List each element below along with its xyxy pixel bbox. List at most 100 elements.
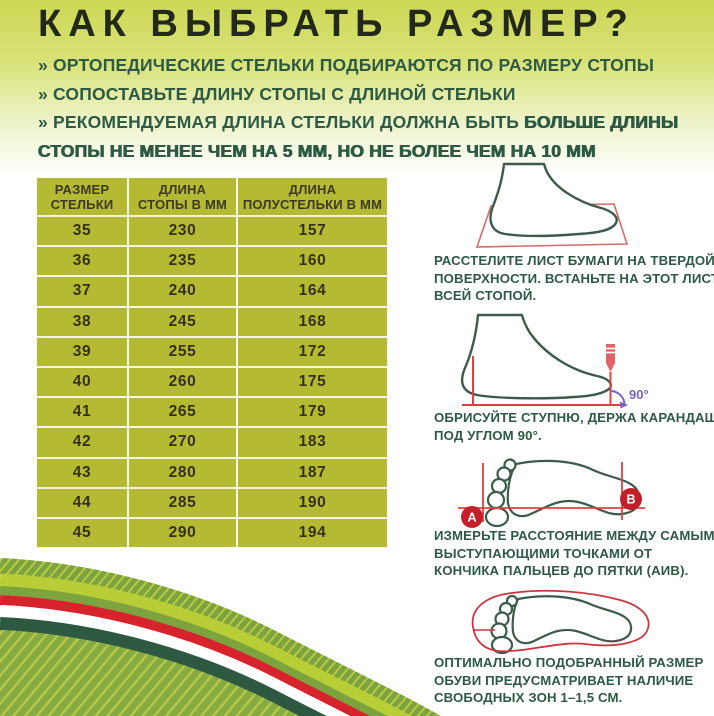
- table-header-row: РАЗМЕР СТЕЛЬКИ ДЛИНА СТОПЫ В ММ ДЛИНА ПО…: [36, 177, 388, 217]
- header-gradient-background: [0, 0, 714, 175]
- table-header-insole-size: РАЗМЕР СТЕЛЬКИ: [36, 177, 129, 217]
- table-row: 40 260 175: [36, 365, 388, 399]
- table-cell: 187: [236, 456, 388, 489]
- instruction-bullet: СТОПЫ НЕ МЕНЕЕ ЧЕМ НА 5 ММ, НО НЕ БОЛЕЕ …: [38, 140, 596, 161]
- bullet3-normal-part: » РЕКОМЕНДУЕМАЯ ДЛИНА СТЕЛЬКИ ДОЛЖНА БЫТ…: [38, 112, 525, 133]
- table-cell: 285: [127, 486, 238, 519]
- table-cell: 245: [127, 305, 238, 338]
- wave-band-dark-green: [0, 617, 327, 716]
- table-cell: 172: [236, 335, 388, 368]
- paper-sheet-icon: [475, 203, 629, 248]
- table-cell: 36: [36, 245, 129, 278]
- caption-line: КОНЧИКА ПАЛЬЦЕВ ДО ПЯТКИ (АИВ).: [434, 563, 689, 579]
- instruction-bullet: » СОПОСТАВЬТЕ ДЛИНУ СТОПЫ С ДЛИНОЙ СТЕЛЬ…: [38, 83, 516, 104]
- wave-band-red: [0, 595, 371, 716]
- marker-b: В: [620, 488, 642, 510]
- instruction-bullets: » ОРТОПЕДИЧЕСКИЕ СТЕЛЬКИ ПОДБИРАЮТСЯ ПО …: [38, 51, 678, 165]
- table-cell: 175: [236, 365, 388, 399]
- wave-band-green-hatched: [0, 558, 441, 716]
- table-row: 41 265 179: [36, 396, 388, 429]
- table-cell: 168: [236, 305, 388, 338]
- decorative-waves: [0, 548, 442, 716]
- table-row: 36 235 160: [36, 245, 388, 278]
- foot-side-icon: [461, 313, 612, 400]
- svg-text:В: В: [626, 493, 635, 507]
- table-cell: 42: [36, 426, 129, 459]
- step-caption: ОПТИМАЛЬНО ПОДОБРАННЫЙ РАЗМЕР ОБУВИ ПРЕД…: [434, 654, 703, 707]
- table-row: 42 270 183: [36, 426, 388, 459]
- table-cell: 179: [236, 396, 388, 429]
- marker-a: А: [461, 506, 483, 528]
- footprint-icon: [490, 594, 633, 655]
- caption-line: ОБУВИ ПРЕДУСМАТРИВАЕТ НАЛИЧИЕ: [434, 672, 694, 688]
- page-title: КАК ВЫБРАТЬ РАЗМЕР?: [38, 3, 635, 45]
- wave-band-white: [0, 605, 351, 716]
- table-row: 35 230 157: [36, 214, 388, 248]
- table-row: 38 245 168: [36, 305, 388, 338]
- caption-line: ПОВЕРХНОСТИ. ВСТАНЬТЕ НА ЭТОТ ЛИСТ: [434, 270, 714, 286]
- angle-arc-arrow: [620, 401, 628, 409]
- size-table-body: 35 230 157 36 235 160 37 240 164 38 245 168 39 255 172…: [36, 214, 388, 549]
- caption-line: СВОБОДНЫХ ЗОН 1–1,5 СМ.: [434, 690, 623, 706]
- table-cell: 39: [36, 335, 129, 368]
- table-cell: 37: [36, 275, 129, 308]
- figure-insole-fit: [450, 585, 705, 663]
- table-header-half-insole-length: ДЛИНА ПОЛУСТЕЛЬКИ В ММ: [236, 177, 388, 217]
- table-row: 43 280 187: [36, 456, 388, 489]
- table-cell: 35: [36, 214, 129, 248]
- table-row: 44 285 190: [36, 486, 388, 519]
- figure-trace-foot: 90°: [452, 306, 705, 418]
- caption-line: ИЗМЕРЬТЕ РАССТОЯНИЕ МЕЖДУ САМЫМИ: [434, 528, 714, 543]
- table-row: 45 290 194: [36, 516, 388, 549]
- table-cell: 240: [127, 275, 238, 308]
- instruction-bullet: » ОРТОПЕДИЧЕСКИЕ СТЕЛЬКИ ПОДБИРАЮТСЯ ПО …: [38, 55, 655, 75]
- pencil-icon: [606, 344, 615, 372]
- angle-arc-icon: [610, 390, 626, 406]
- table-cell: 44: [36, 486, 129, 519]
- footprint-icon: [484, 458, 641, 528]
- table-cell: 183: [236, 426, 388, 459]
- table-cell: 290: [127, 516, 238, 549]
- caption-line: ПОД УГЛОМ 90°.: [434, 427, 542, 443]
- step-caption: РАССТЕЛИТЕ ЛИСТ БУМАГИ НА ТВЕРДОЙ ПОВЕРХ…: [434, 252, 714, 305]
- caption-line: ОБРИСУЙТЕ СТУПНЮ, ДЕРЖА КАРАНДАШ: [434, 410, 714, 425]
- caption-line: ОПТИМАЛЬНО ПОДОБРАННЫЙ РАЗМЕР: [434, 655, 704, 670]
- angle-label: 90°: [629, 387, 649, 402]
- table-cell: 40: [36, 365, 129, 399]
- table-cell: 160: [236, 245, 388, 278]
- caption-line: ВСЕЙ СТОПОЙ.: [434, 288, 537, 304]
- table-cell: 190: [236, 486, 388, 519]
- table-cell: 45: [36, 516, 129, 549]
- table-row: 37 240 164: [36, 275, 388, 308]
- table-cell: 41: [36, 396, 129, 429]
- caption-line: ВЫСТУПАЮЩИМИ ТОЧКАМИ ОТ: [434, 545, 653, 561]
- instruction-bullet: » РЕКОМЕНДУЕМАЯ ДЛИНА СТЕЛЬКИ ДОЛЖНА БЫТ…: [38, 108, 678, 137]
- table-cell: 164: [236, 275, 388, 308]
- table-header-foot-length: ДЛИНА СТОПЫ В ММ: [127, 177, 238, 217]
- table-cell: 194: [236, 516, 388, 549]
- insole-outline-icon: [471, 589, 650, 653]
- step-caption: ИЗМЕРЬТЕ РАССТОЯНИЕ МЕЖДУ САМЫМИ ВЫСТУПА…: [434, 527, 714, 580]
- svg-text:А: А: [467, 511, 476, 525]
- table-cell: 265: [127, 396, 238, 429]
- table-row: 39 255 172: [36, 335, 388, 368]
- caption-line: РАССТЕЛИТЕ ЛИСТ БУМАГИ НА ТВЕРДОЙ: [434, 253, 714, 268]
- table-cell: 270: [127, 426, 238, 459]
- table-cell: 280: [127, 456, 238, 489]
- table-cell: 255: [127, 335, 238, 368]
- size-table: РАЗМЕР СТЕЛЬКИ ДЛИНА СТОПЫ В ММ ДЛИНА ПО…: [36, 177, 388, 549]
- table-cell: 38: [36, 305, 129, 338]
- bullet3-bold-part: БОЛЬШЕ ДЛИНЫ: [524, 112, 679, 133]
- table-cell: 260: [127, 365, 238, 399]
- table-cell: 235: [127, 245, 238, 278]
- figure-measure-footprint: А В: [450, 455, 705, 537]
- wave-field-green: [0, 630, 300, 716]
- figure-foot-on-paper: [452, 160, 687, 255]
- wave-band-chartreuse: [0, 573, 413, 716]
- table-cell: 157: [236, 214, 388, 248]
- table-cell: 230: [127, 214, 238, 248]
- foot-side-icon: [489, 162, 618, 238]
- step-caption: ОБРИСУЙТЕ СТУПНЮ, ДЕРЖА КАРАНДАШ ПОД УГЛ…: [434, 409, 714, 444]
- table-cell: 43: [36, 456, 129, 489]
